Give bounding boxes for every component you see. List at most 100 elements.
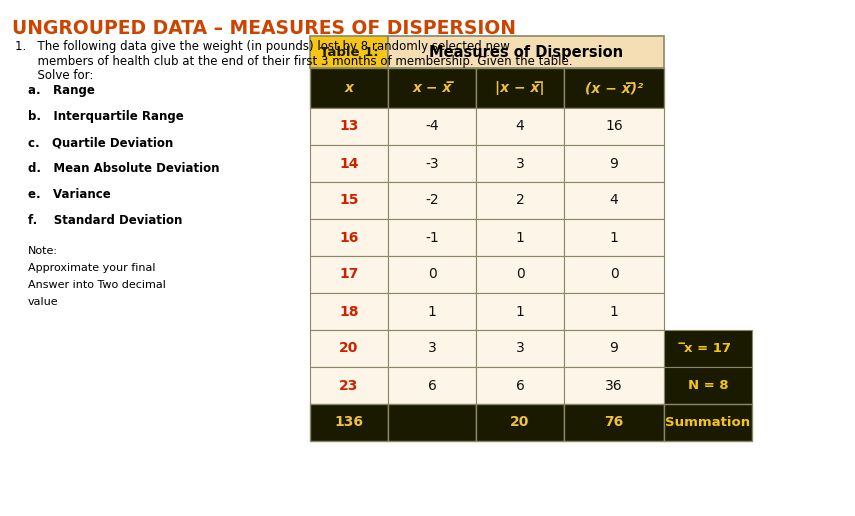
Bar [310, 108, 388, 145]
Text: c.   Quartile Deviation: c. Quartile Deviation [28, 136, 174, 149]
Bar [388, 145, 476, 182]
Text: N = 8: N = 8 [687, 379, 728, 392]
Text: -4: -4 [425, 120, 439, 134]
Text: -3: -3 [425, 156, 439, 170]
Text: 1: 1 [610, 231, 618, 245]
Bar [310, 404, 388, 441]
Bar [310, 182, 388, 219]
Text: 0: 0 [610, 267, 618, 282]
Text: b.   Interquartile Range: b. Interquartile Range [28, 110, 184, 123]
Bar [564, 367, 664, 404]
Bar [564, 256, 664, 293]
Text: x − x̅: x − x̅ [412, 81, 451, 95]
Text: a.   Range: a. Range [28, 84, 95, 97]
Bar [476, 293, 564, 330]
Bar [564, 330, 664, 367]
Bar [388, 219, 476, 256]
Bar [476, 219, 564, 256]
Text: 0: 0 [516, 267, 524, 282]
Bar [664, 367, 752, 404]
Text: Summation: Summation [665, 416, 751, 429]
Text: 1: 1 [428, 304, 436, 318]
Text: f.    Standard Deviation: f. Standard Deviation [28, 214, 182, 227]
Text: members of health club at the end of their first 3 months of membership. Given t: members of health club at the end of the… [15, 55, 573, 68]
Bar [388, 404, 476, 441]
Bar [564, 293, 664, 330]
Bar [310, 36, 388, 68]
Text: d.   Mean Absolute Deviation: d. Mean Absolute Deviation [28, 162, 220, 175]
Bar [388, 256, 476, 293]
Bar [564, 182, 664, 219]
Bar [388, 68, 476, 108]
Bar [388, 293, 476, 330]
Bar [564, 68, 664, 108]
Bar [388, 330, 476, 367]
Text: 0: 0 [428, 267, 436, 282]
Text: Solve for:: Solve for: [15, 69, 93, 82]
Bar [388, 36, 664, 68]
Text: Table 1:: Table 1: [320, 45, 378, 58]
Bar [388, 367, 476, 404]
Text: 16: 16 [339, 231, 359, 245]
Text: x: x [345, 81, 353, 95]
Bar [664, 330, 752, 367]
Text: 1.   The following data give the weight (in pounds) lost by 8 randomly selected : 1. The following data give the weight (i… [15, 40, 510, 53]
Text: 20: 20 [510, 415, 530, 429]
Bar [388, 108, 476, 145]
Bar [476, 330, 564, 367]
Text: 1: 1 [516, 231, 524, 245]
Text: Measures of Dispersion: Measures of Dispersion [429, 44, 623, 59]
Bar [310, 219, 388, 256]
Text: 17: 17 [339, 267, 359, 282]
Text: 20: 20 [339, 342, 359, 356]
Text: -2: -2 [425, 194, 439, 207]
Text: 13: 13 [339, 120, 359, 134]
Text: 6: 6 [428, 379, 436, 393]
Text: 23: 23 [339, 379, 359, 393]
Text: 15: 15 [339, 194, 359, 207]
Text: e.   Variance: e. Variance [28, 188, 111, 201]
Text: value: value [28, 297, 59, 307]
Text: ̅x = 17: ̅x = 17 [685, 342, 732, 355]
Text: UNGROUPED DATA – MEASURES OF DISPERSION: UNGROUPED DATA – MEASURES OF DISPERSION [12, 19, 516, 38]
Bar [476, 182, 564, 219]
Text: 16: 16 [605, 120, 623, 134]
Text: -1: -1 [425, 231, 439, 245]
Bar [476, 68, 564, 108]
Bar [310, 367, 388, 404]
Bar [664, 404, 752, 441]
Text: 14: 14 [339, 156, 359, 170]
Text: 3: 3 [516, 156, 524, 170]
Text: 1: 1 [610, 304, 618, 318]
Text: 2: 2 [516, 194, 524, 207]
Bar [564, 108, 664, 145]
Text: 4: 4 [516, 120, 524, 134]
Text: 18: 18 [339, 304, 359, 318]
Bar [476, 367, 564, 404]
Text: Note:: Note: [28, 246, 58, 256]
Text: 6: 6 [516, 379, 524, 393]
Bar [564, 404, 664, 441]
Text: (x − x̅)²: (x − x̅)² [585, 81, 643, 95]
Bar [310, 256, 388, 293]
Text: 1: 1 [516, 304, 524, 318]
Bar [476, 404, 564, 441]
Text: 9: 9 [610, 342, 618, 356]
Bar [310, 330, 388, 367]
Bar [564, 219, 664, 256]
Bar [476, 108, 564, 145]
Text: |x − x̅|: |x − x̅| [495, 81, 545, 95]
Bar [310, 145, 388, 182]
Text: 3: 3 [428, 342, 436, 356]
Text: 4: 4 [610, 194, 618, 207]
Text: Approximate your final: Approximate your final [28, 263, 156, 273]
Text: 9: 9 [610, 156, 618, 170]
Bar [388, 182, 476, 219]
Text: 36: 36 [605, 379, 622, 393]
Text: Answer into Two decimal: Answer into Two decimal [28, 280, 166, 290]
Bar [310, 293, 388, 330]
Bar [310, 68, 388, 108]
Bar [476, 256, 564, 293]
Text: 136: 136 [334, 415, 363, 429]
Text: 76: 76 [604, 415, 623, 429]
